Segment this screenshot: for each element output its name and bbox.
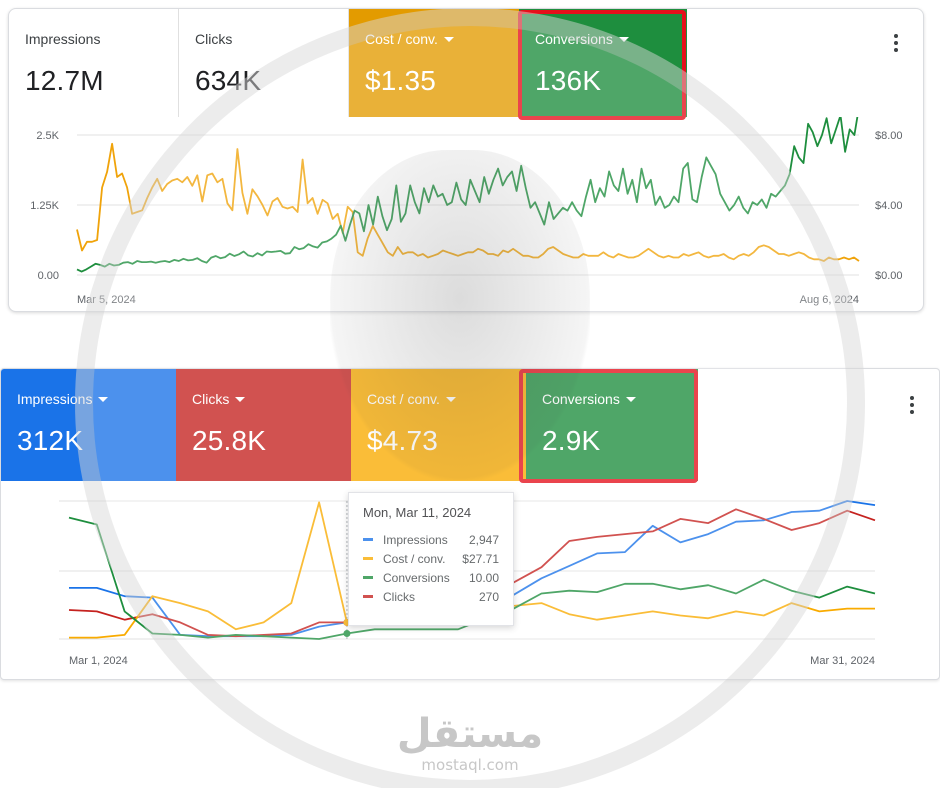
tooltip-row: Cost / conv. $27.71 — [363, 549, 499, 568]
dropdown-caret-icon[interactable] — [618, 36, 629, 42]
metric-card-impressions[interactable]: Impressions 12.7M — [9, 9, 179, 117]
dropdown-caret-icon[interactable] — [98, 396, 109, 402]
tooltip-row: Conversions 10.00 — [363, 568, 499, 587]
dropdown-caret-icon[interactable] — [625, 396, 636, 402]
metric-label: Conversions — [542, 391, 620, 407]
metric-value: 2.9K — [542, 425, 601, 456]
y-right-tick-label: $4.00 — [875, 200, 903, 212]
x-tick-label: Mar 1, 2024 — [69, 655, 128, 667]
metric-label: Clicks — [195, 31, 233, 47]
tooltip-series-value: $27.71 — [462, 551, 499, 566]
metric-label: Impressions — [25, 31, 101, 47]
tooltip-series-name: Cost / conv. — [383, 551, 446, 566]
metric-label-row: Conversions — [542, 391, 682, 407]
dropdown-caret-icon[interactable] — [443, 36, 454, 42]
metric-value: 312K — [17, 425, 84, 456]
y-left-tick-label: 2.5K — [36, 130, 59, 142]
metric-card-clicks[interactable]: Clicks 25.8K — [176, 369, 351, 481]
dropdown-caret-icon[interactable] — [445, 396, 456, 402]
metric-label: Clicks — [192, 391, 230, 407]
more-options-icon[interactable] — [884, 31, 908, 55]
tooltip-series-name: Conversions — [383, 570, 450, 585]
performance-panel-top: Impressions 12.7M Clicks 634K Cost / con… — [8, 8, 924, 312]
metric-card-cost-per-conversion[interactable]: Cost / conv. $1.35 — [349, 9, 519, 117]
tooltip-series-name: Impressions — [383, 532, 448, 547]
series-swatch-icon — [363, 538, 373, 541]
metric-card-clicks[interactable]: Clicks 634K — [179, 9, 349, 117]
tooltip-series-value: 270 — [478, 589, 499, 604]
metric-label-row: Conversions — [535, 31, 671, 47]
series-swatch-icon — [363, 595, 373, 598]
series-swatch-icon — [363, 576, 373, 579]
metric-card-impressions[interactable]: Impressions 312K — [1, 369, 176, 481]
metric-label-row: Cost / conv. — [367, 391, 510, 407]
metric-value: $1.35 — [365, 65, 437, 96]
metric-value: 12.7M — [25, 65, 104, 96]
tooltip-series-name: Clicks — [383, 589, 415, 604]
y-right-tick-label: $0.00 — [875, 270, 903, 282]
series-line-cost-conv- — [76, 142, 860, 262]
metric-label-row: Impressions — [17, 391, 160, 407]
metric-label: Impressions — [17, 391, 93, 407]
tooltip-series-value: 2,947 — [468, 532, 499, 547]
metric-value: 136K — [535, 65, 602, 96]
metric-value: 634K — [195, 65, 262, 96]
metric-label: Cost / conv. — [367, 391, 440, 407]
x-tick-label: Mar 31, 2024 — [810, 655, 875, 667]
y-left-tick-label: 0.00 — [38, 270, 59, 282]
metric-value: 25.8K — [192, 425, 267, 456]
x-tick-label: Aug 6, 2024 — [800, 294, 859, 306]
metric-label: Conversions — [535, 31, 613, 47]
watermark-arabic: مستقل — [396, 711, 544, 757]
y-right-tick-label: $8.00 — [875, 130, 903, 142]
series-line-conversions — [76, 117, 859, 273]
metric-label-row: Cost / conv. — [365, 31, 503, 47]
metric-value: $4.73 — [367, 425, 439, 456]
performance-panel-bottom: Impressions 312K Clicks 25.8K Cost / con… — [0, 368, 940, 680]
metric-label-row: Clicks — [192, 391, 335, 407]
more-options-icon[interactable] — [900, 393, 924, 417]
metric-card-conversions[interactable]: Conversions 2.9K — [526, 369, 698, 481]
metric-label: Cost / conv. — [365, 31, 438, 47]
metric-card-cost-per-conversion[interactable]: Cost / conv. $4.73 — [351, 369, 526, 481]
tooltip-series-value: 10.00 — [468, 570, 499, 585]
tooltip-title: Mon, Mar 11, 2024 — [363, 505, 472, 520]
hover-point — [343, 629, 351, 637]
chart-tooltip: Mon, Mar 11, 2024 Impressions 2,947 Cost … — [348, 492, 514, 626]
dropdown-caret-icon[interactable] — [235, 396, 246, 402]
x-tick-label: Mar 5, 2024 — [77, 294, 136, 306]
watermark-latin: mostaql.com — [421, 756, 519, 774]
metric-card-conversions[interactable]: Conversions 136K — [519, 9, 687, 117]
y-left-tick-label: 1.25K — [30, 200, 59, 212]
watermark-logo: مستقل mostaql.com — [0, 712, 940, 774]
tooltip-row: Impressions 2,947 — [363, 530, 499, 549]
series-swatch-icon — [363, 557, 373, 560]
tooltip-row: Clicks 270 — [363, 587, 499, 606]
chart-top: 2.5K 1.25K 0.00 $8.00 $4.00 $0.00 Mar 5, 2024 A… — [30, 117, 903, 306]
